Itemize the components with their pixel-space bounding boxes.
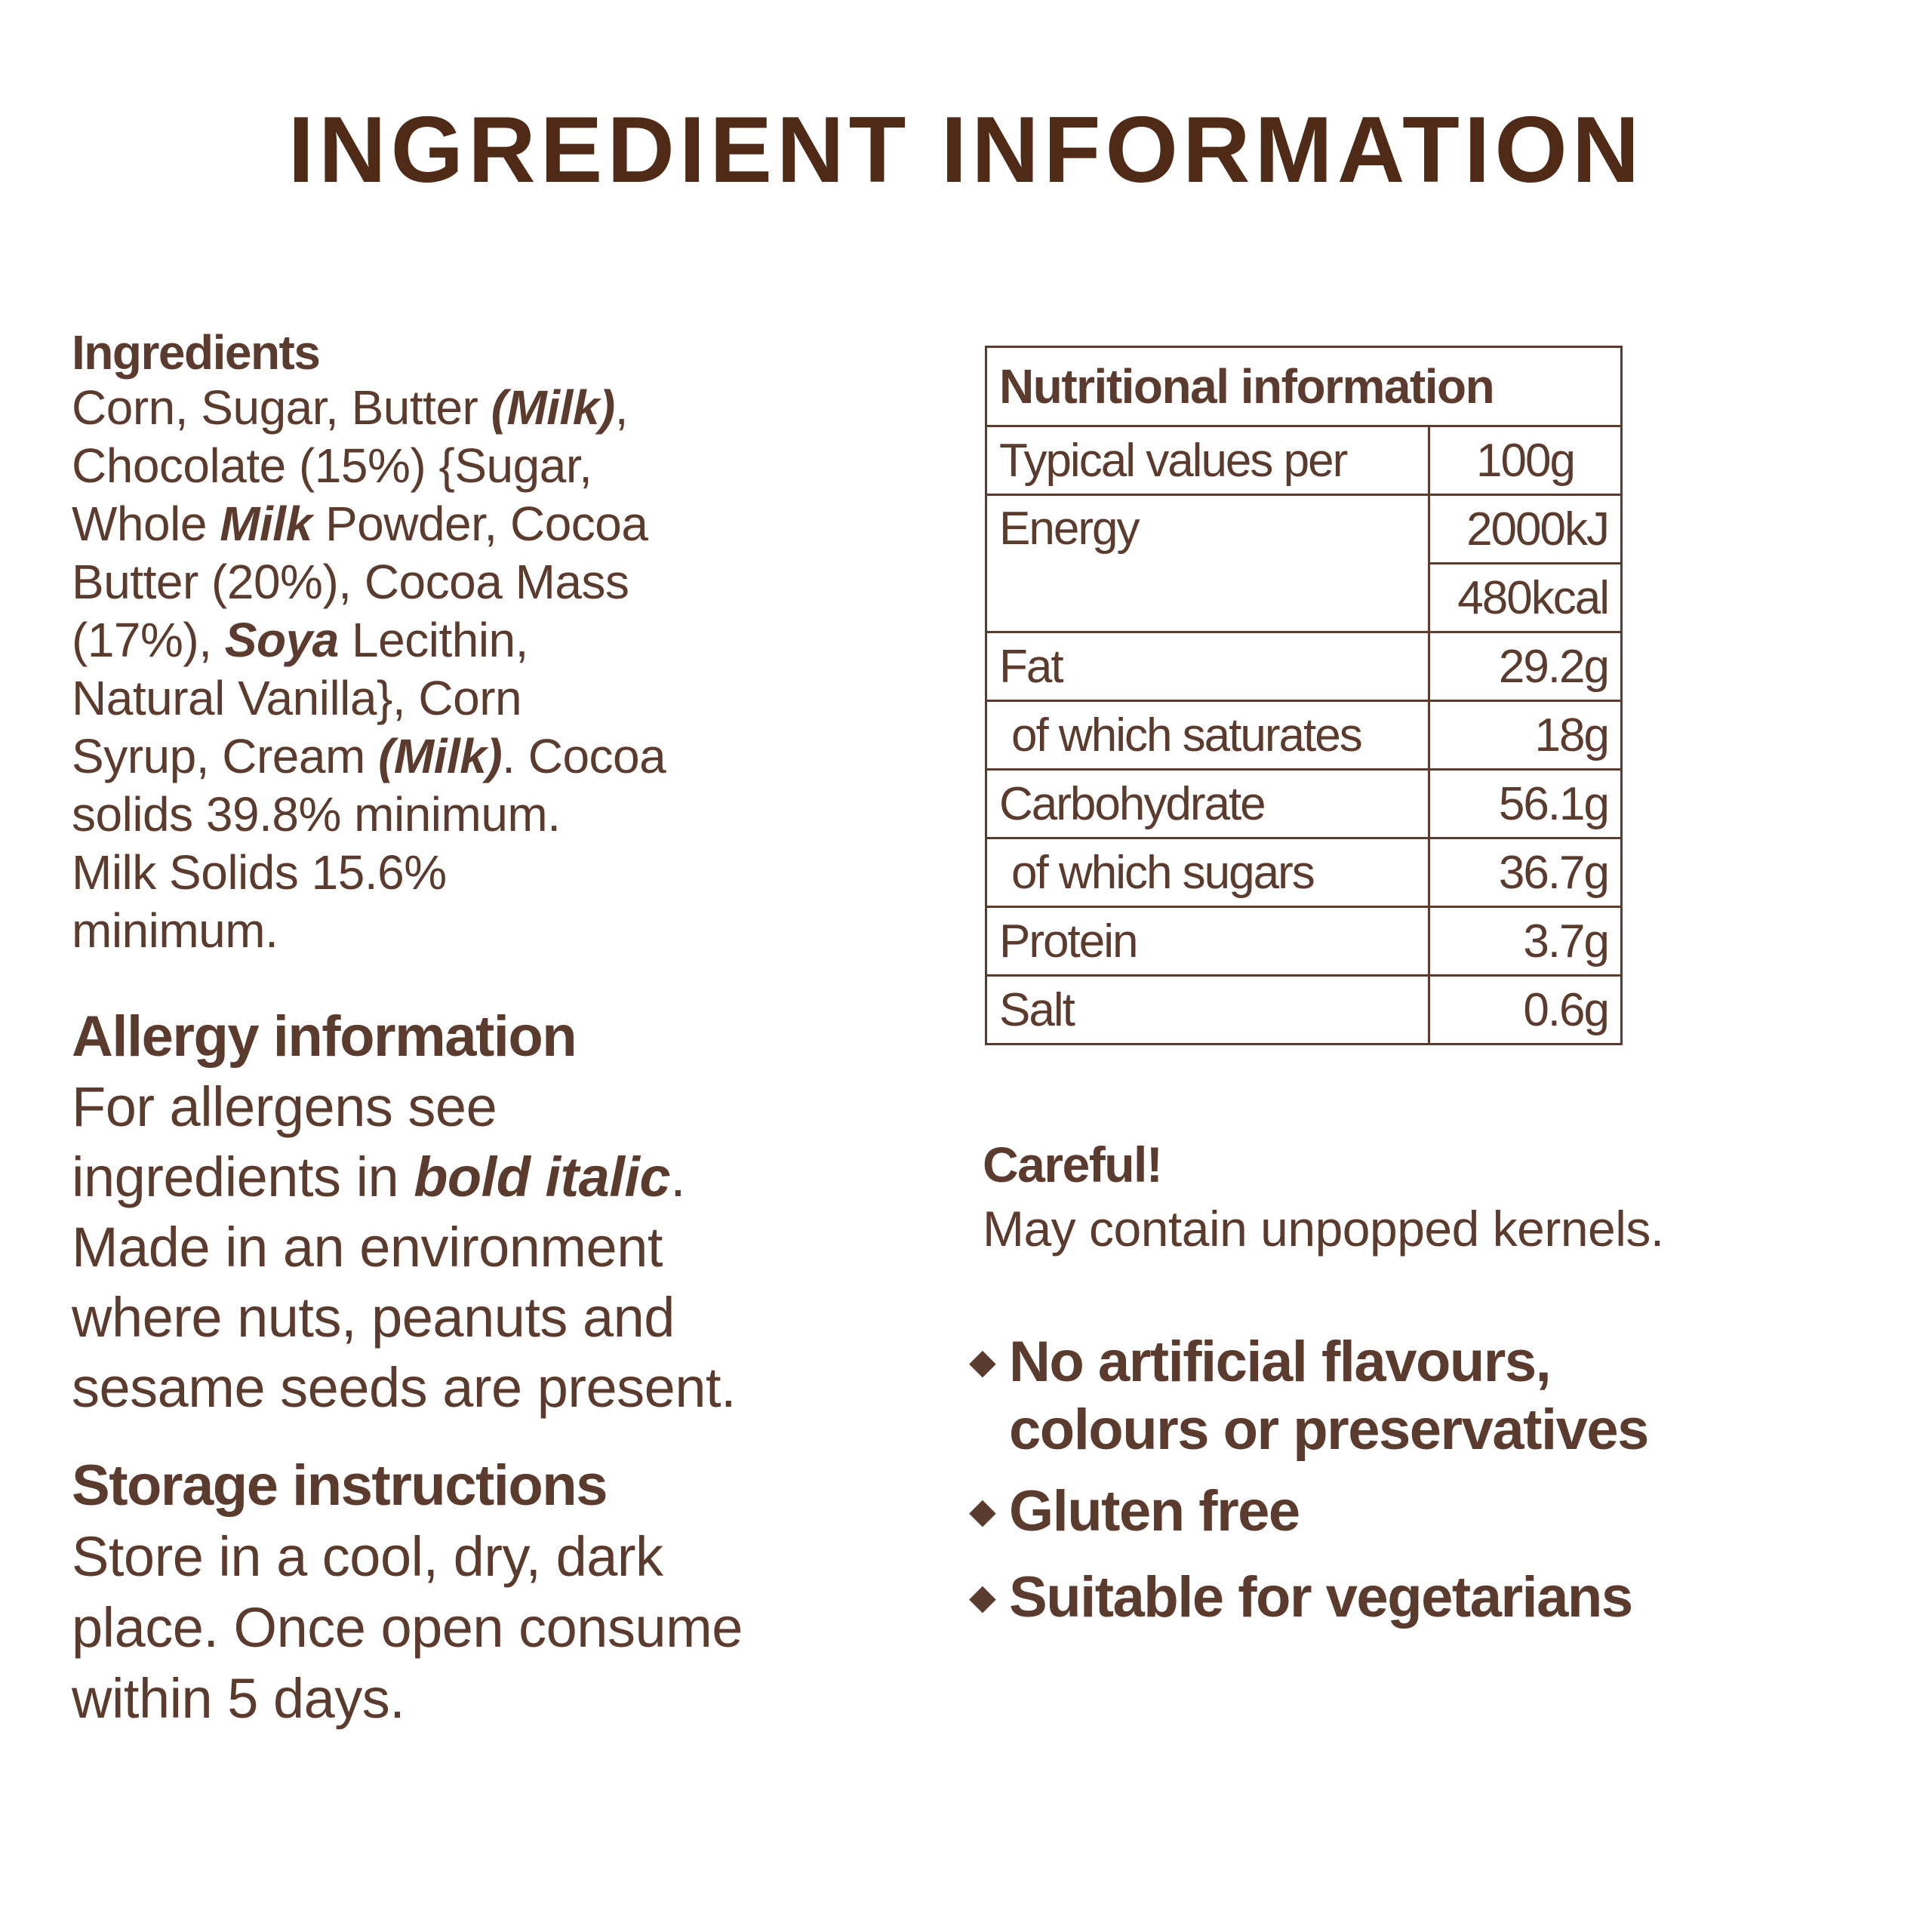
claim-text: No artificial flavours, (1009, 1330, 1552, 1394)
ingredients-heading: Ingredients (72, 325, 321, 380)
text-line: within 5 days. (72, 1663, 743, 1734)
nutrient-label: Protein (985, 906, 1430, 977)
text-segment: sesame seeds are present. (72, 1356, 737, 1419)
table-row: of which saturates 18g (985, 700, 1623, 771)
text-line: (17%), Soya Lecithin, (72, 611, 666, 669)
text-segment: . (670, 1146, 686, 1208)
text-segment: minimum. (72, 903, 278, 958)
storage-text: Store in a cool, dry, dark place. Once op… (72, 1521, 743, 1734)
text-segment: Store in a cool, dry, dark (72, 1525, 663, 1588)
careful-text: May contain unpopped kernels. (983, 1201, 1664, 1257)
text-line: place. Once open consume (72, 1592, 743, 1663)
claim-text: colours or preservatives (1009, 1398, 1649, 1462)
text-line: where nuts, peanuts and (72, 1282, 736, 1352)
nutrient-value: 3.7g (1428, 906, 1623, 977)
table-row: Carbohydrate 56.1g (985, 768, 1623, 839)
text-segment: , (614, 380, 629, 435)
nutrient-value: 56.1g (1428, 768, 1623, 839)
text-line: Butter (20%), Cocoa Mass (72, 553, 666, 611)
text-line: minimum. (72, 902, 666, 960)
allergy-text: For allergens see ingredients in bold ita… (72, 1072, 737, 1423)
text-segment: Milk Solids 15.6% (72, 845, 447, 900)
energy-kcal: 480kcal (1428, 562, 1623, 633)
text-segment: Butter (20%), Cocoa Mass (72, 555, 629, 609)
nutrient-value: 36.7g (1428, 837, 1623, 908)
text-segment: Whole (72, 497, 220, 551)
nutrient-label: Carbohydrate (985, 768, 1430, 839)
claim-text: Gluten free (1009, 1479, 1300, 1543)
diamond-icon: ◆ (970, 1493, 995, 1530)
storage-heading: Storage instructions (72, 1454, 608, 1518)
text-line: solids 39.8% minimum. (72, 786, 666, 844)
text-segment: where nuts, peanuts and (72, 1286, 675, 1349)
text-segment: Corn, Sugar, Butter (72, 380, 491, 435)
text-segment: (17%), (72, 613, 225, 667)
nutrient-label: Salt (985, 974, 1430, 1045)
text-line: For allergens see (72, 1072, 736, 1142)
careful-heading: Careful! (983, 1137, 1163, 1192)
text-line: Made in an environment (72, 1212, 736, 1282)
text-segment: Syrup, Cream (72, 729, 379, 783)
text-segment: Lecithin, (338, 613, 528, 667)
energy-label: Energy (985, 494, 1430, 633)
nutrition-heading: Nutritional information (985, 346, 1623, 427)
text-line: Store in a cool, dry, dark (72, 1521, 743, 1592)
allergen-emphasis: Soya (224, 613, 339, 667)
ingredients-text: Corn, Sugar, Butter (Milk), Chocolate (15… (72, 379, 666, 960)
text-segment: place. Once open consume (72, 1596, 743, 1659)
diamond-icon: ◆ (970, 1579, 995, 1616)
text-line: Syrup, Cream (Milk). Cocoa (72, 728, 666, 786)
text-segment: For allergens see (72, 1075, 497, 1138)
claim-text: Suitable for vegetarians (1009, 1565, 1633, 1629)
nutrient-value: 29.2g (1428, 631, 1623, 702)
per-label: Typical values per (985, 425, 1430, 496)
table-row: Salt 0.6g (985, 974, 1623, 1045)
table-row: 480kcal (986, 562, 1623, 633)
allergen-emphasis: bold italic (414, 1146, 671, 1208)
allergen-emphasis: Milk (220, 497, 312, 551)
table-row: Typical values per 100g (985, 425, 1623, 496)
nutrition-header-row: Nutritional information (985, 346, 1623, 427)
text-line: Natural Vanilla}, Corn (72, 669, 666, 728)
text-segment: Chocolate (15%) {Sugar, (72, 438, 592, 493)
text-line: Chocolate (15%) {Sugar, (72, 437, 666, 495)
nutrient-label: Fat (985, 631, 1430, 702)
claim-item: ◆ Gluten free (970, 1478, 1300, 1546)
text-segment: Powder, Cocoa (312, 497, 648, 551)
nutrient-label: of which saturates (985, 700, 1430, 771)
text-segment: ingredients in (72, 1146, 414, 1208)
table-row: Fat 29.2g (985, 631, 1623, 702)
text-line: sesame seeds are present. (72, 1352, 737, 1423)
per-value: 100g (1428, 425, 1623, 496)
table-row: of which sugars 36.7g (985, 837, 1623, 908)
text-line: ingredients in bold italic. (72, 1142, 736, 1212)
text-line: Corn, Sugar, Butter (Milk), (72, 379, 666, 437)
table-row: Protein 3.7g (985, 906, 1623, 977)
allergen-emphasis: (Milk) (491, 380, 616, 435)
allergy-heading: Allergy information (72, 1004, 577, 1069)
nutrient-value: 0.6g (1428, 974, 1623, 1045)
table-row: Energy 2000kJ (985, 494, 1623, 633)
text-segment: solids 39.8% minimum. (72, 787, 561, 841)
text-line: Whole Milk Powder, Cocoa (72, 495, 666, 553)
nutrient-value: 18g (1428, 700, 1623, 771)
text-segment: . Cocoa (502, 729, 666, 783)
diamond-icon: ◆ (970, 1343, 995, 1380)
energy-kj: 2000kJ (1428, 494, 1623, 565)
text-line: Milk Solids 15.6% (72, 844, 666, 902)
text-segment: within 5 days. (72, 1667, 405, 1730)
claim-item: ◆ No artificial flavours, colours or prese… (970, 1328, 1649, 1464)
allergen-emphasis: (Milk) (378, 729, 503, 783)
claim-item: ◆ Suitable for vegetarians (970, 1564, 1633, 1632)
text-segment: Natural Vanilla}, Corn (72, 671, 522, 725)
text-segment: Made in an environment (72, 1216, 663, 1278)
page-title: INGREDIENT INFORMATION (288, 98, 1644, 202)
nutrition-table: Nutritional information Typical values p… (985, 346, 1623, 1045)
nutrient-label: of which sugars (985, 837, 1430, 908)
